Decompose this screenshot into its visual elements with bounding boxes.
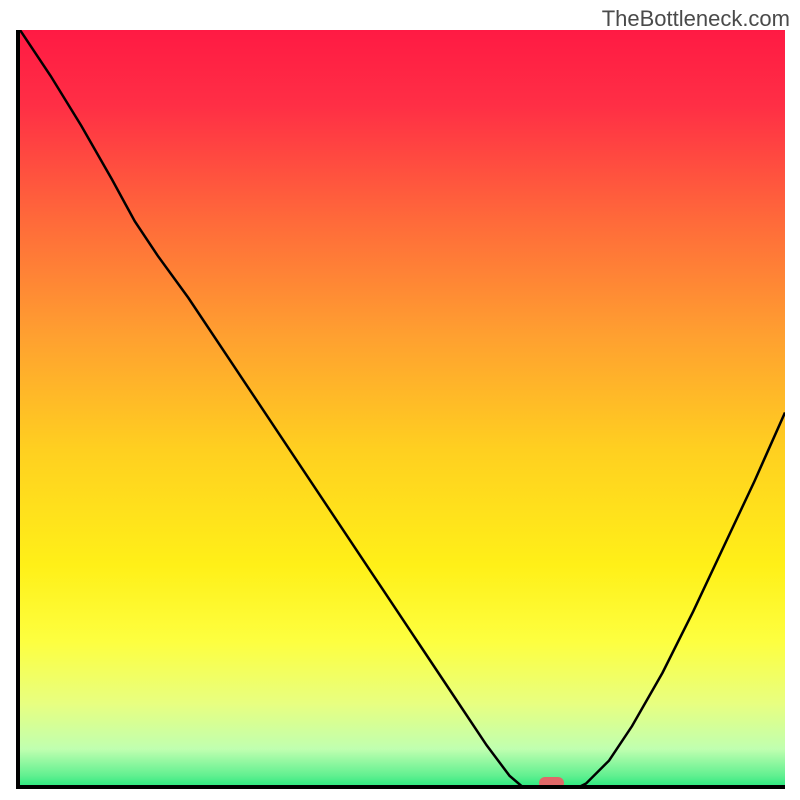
optimal-marker [539, 777, 563, 785]
chart-container: TheBottleneck.com [0, 0, 800, 800]
plot-area [20, 30, 785, 785]
watermark-text: TheBottleneck.com [602, 6, 790, 32]
bottleneck-curve [20, 30, 785, 785]
